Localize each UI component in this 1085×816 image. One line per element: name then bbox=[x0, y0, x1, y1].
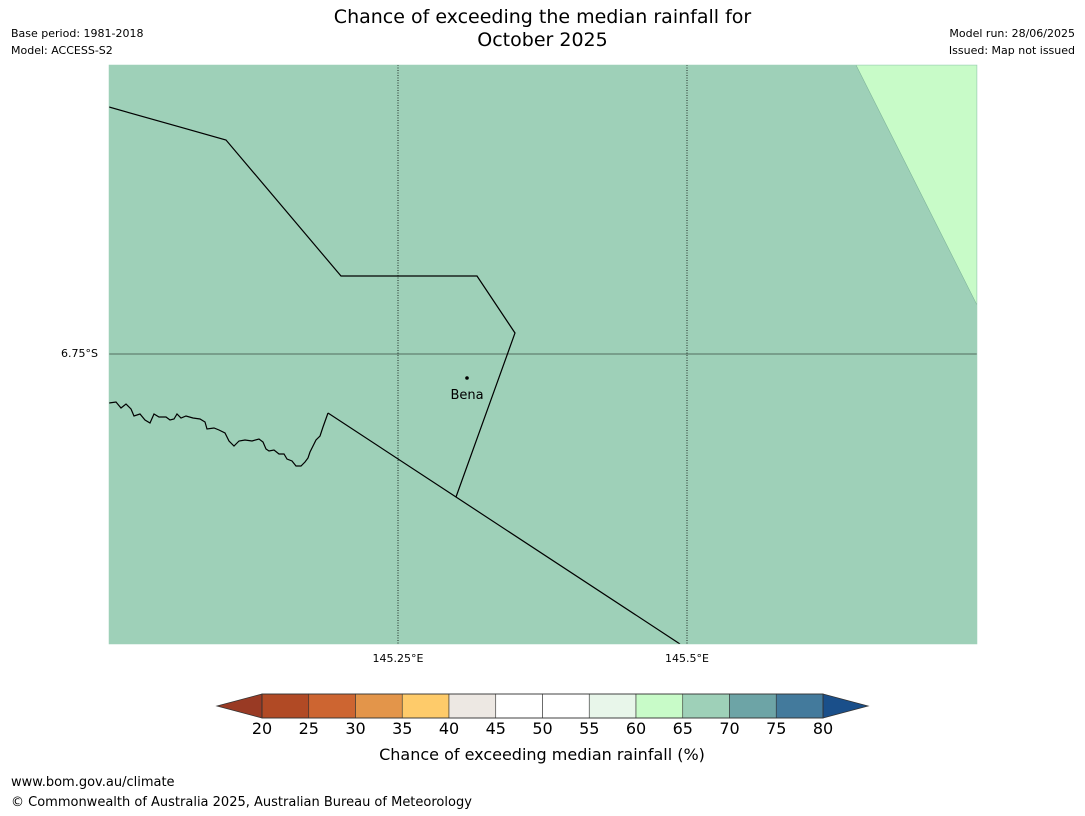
map-title: Chance of exceeding the median rainfall … bbox=[0, 6, 1085, 52]
region-60-65 bbox=[855, 65, 977, 306]
colorbar-segment bbox=[401, 693, 450, 719]
place-label-bena: Bena bbox=[450, 388, 484, 403]
province-boundary-west bbox=[109, 401, 329, 467]
colorbar-segment bbox=[261, 693, 310, 719]
colorbar-segment bbox=[308, 693, 356, 719]
lat-label: 6.75°S bbox=[61, 347, 98, 360]
colorbar-over-arrow bbox=[822, 693, 870, 719]
footer-url[interactable]: www.bom.gov.au/climate bbox=[11, 775, 175, 790]
colorbar-label: Chance of exceeding median rainfall (%) bbox=[379, 745, 705, 764]
colorbar-tick-label: 80 bbox=[812, 719, 834, 738]
lon-label-145-25: 145.25°E bbox=[372, 652, 424, 665]
map-frame bbox=[108, 64, 978, 645]
map-title-line2: October 2025 bbox=[477, 29, 608, 51]
colorbar-segment bbox=[542, 693, 590, 719]
colorbar-tick-label: 20 bbox=[251, 719, 273, 738]
colorbar-segment bbox=[448, 693, 497, 719]
colorbar-segment bbox=[635, 693, 684, 719]
model-run: Model run: 28/06/2025 bbox=[949, 27, 1075, 40]
colorbar-tick-label: 40 bbox=[438, 719, 460, 738]
bena-marker bbox=[465, 376, 469, 380]
province-boundary bbox=[109, 106, 516, 498]
colorbar-segment bbox=[588, 693, 637, 719]
colorbar-tick-label: 35 bbox=[392, 719, 413, 738]
colorbar-tick-label: 25 bbox=[298, 719, 319, 738]
colorbar-tick-label: 65 bbox=[672, 719, 693, 738]
colorbar bbox=[215, 693, 870, 719]
province-boundary-south bbox=[327, 412, 681, 644]
colorbar-segment bbox=[495, 693, 543, 719]
model-name: Model: ACCESS-S2 bbox=[11, 44, 113, 57]
colorbar-segment bbox=[355, 693, 403, 719]
colorbar-segment bbox=[775, 693, 824, 719]
issued-status: Issued: Map not issued bbox=[948, 44, 1075, 57]
map-title-line1: Chance of exceeding the median rainfall … bbox=[333, 6, 752, 28]
colorbar-segments bbox=[261, 693, 824, 719]
colorbar-frame bbox=[261, 693, 824, 719]
colorbar-tick-label: 30 bbox=[345, 719, 366, 738]
colorbar-tick-label: 70 bbox=[719, 719, 740, 738]
lon-label-145-5: 145.5°E bbox=[665, 652, 709, 665]
colorbar-under-arrow bbox=[215, 693, 263, 719]
colorbar-tick-label: 50 bbox=[532, 719, 553, 738]
colorbar-tick-label: 75 bbox=[766, 719, 787, 738]
colorbar-segment bbox=[682, 693, 730, 719]
region-65-70 bbox=[109, 65, 977, 644]
map-area bbox=[109, 65, 977, 644]
colorbar-tick-label: 60 bbox=[625, 719, 647, 738]
colorbar-segment bbox=[729, 693, 777, 719]
base-period: Base period: 1981-2018 bbox=[11, 27, 144, 40]
colorbar-tick-label: 55 bbox=[579, 719, 600, 738]
colorbar-tick-label: 45 bbox=[485, 719, 506, 738]
footer-copyright: © Commonwealth of Australia 2025, Austra… bbox=[11, 795, 472, 810]
